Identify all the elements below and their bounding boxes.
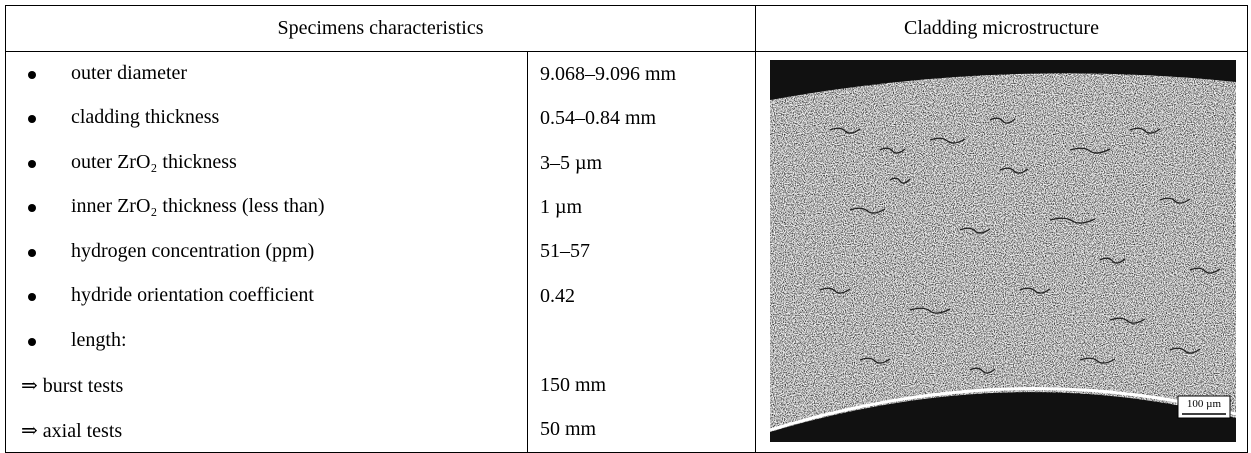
bullet (28, 248, 36, 257)
value: 0.42 (540, 284, 575, 307)
row: outer diameter 9.068–9.096 mm 100 µm (5, 51, 1248, 453)
hydride (1099, 257, 1126, 264)
hydride (1079, 357, 1116, 364)
value: 0.54–0.84 mm (540, 107, 657, 130)
label: outer diameter (71, 62, 188, 84)
hydride (1049, 217, 1096, 224)
bullet (28, 337, 36, 346)
value: 1 µm (540, 196, 583, 219)
label-cell: inner ZrO₂ thickness (less than) (5, 185, 528, 230)
hydride (829, 127, 861, 134)
bullet (28, 204, 36, 213)
hydride (1019, 287, 1051, 294)
hydride (929, 137, 966, 144)
hydride (969, 367, 996, 374)
bullet (28, 71, 36, 79)
header-row: Specimens characteristics Cladding micro… (5, 5, 1248, 52)
value: 9.068–9.096 mm (540, 62, 677, 85)
scale-label: 100 µm (1187, 398, 1222, 410)
row: hydrogen concentration (ppm) 51–57 (5, 229, 1248, 275)
hydride (959, 227, 991, 234)
value-cell: 9.068–9.096 mm (527, 51, 756, 97)
row: cladding thickness 0.54–0.84 mm (5, 96, 1248, 141)
hydride (1159, 197, 1191, 204)
value-cell: 50 mm (527, 407, 756, 453)
value-cell: 150 mm (527, 363, 756, 408)
hydride (859, 357, 891, 364)
label: inner ZrO₂ thickness (less than) (71, 195, 325, 218)
micrograph: 100 µm (769, 60, 1237, 442)
label: cladding thickness (71, 106, 220, 129)
value-cell: 51–57 (527, 229, 756, 275)
hydride (1189, 267, 1221, 274)
label-cell: cladding thickness (5, 96, 528, 141)
hydride (879, 147, 906, 154)
label-cell: outer ZrO₂ thickness (5, 140, 528, 186)
label: outer ZrO₂ thickness (71, 150, 237, 173)
label-cell: outer diameter (5, 51, 528, 97)
grain (770, 60, 1236, 442)
hydride (889, 177, 911, 184)
row: inner ZrO₂ thickness (less than) 1 µm (5, 185, 1248, 230)
hydride (849, 207, 886, 214)
label: length: (71, 328, 127, 351)
hydride (989, 117, 1016, 124)
row: length: (5, 318, 1248, 364)
row: ⇒ burst tests 150 mm (5, 363, 1248, 408)
row: hydride orientation coefficient 0.42 (5, 274, 1248, 319)
inner-void (770, 392, 1236, 442)
value: 150 mm (540, 373, 607, 396)
label: hydrogen concentration (ppm) (71, 239, 315, 262)
row: ⇒ axial tests 50 mm (5, 407, 1248, 453)
hydride (909, 307, 951, 314)
image-cell: 100 µm (755, 51, 1248, 453)
label: ⇒ axial tests (21, 419, 123, 442)
label-cell: ⇒ axial tests (5, 407, 528, 453)
table-body: outer diameter 9.068–9.096 mm 100 µm claddi… (5, 51, 1248, 453)
label-cell: length: (5, 318, 528, 364)
hydride (1129, 127, 1161, 134)
value-cell (527, 318, 756, 364)
header-cell: Cladding microstructure (755, 5, 1248, 52)
hydride (1169, 347, 1201, 354)
hydride (1069, 147, 1111, 154)
label-cell: ⇒ burst tests (5, 363, 528, 408)
hydride (1109, 317, 1146, 324)
value-cell: 0.42 (527, 274, 756, 319)
bullet (28, 115, 36, 124)
hydride (819, 287, 851, 294)
outer-oxide (770, 60, 1236, 100)
label: hydride orientation coefficient (71, 284, 314, 307)
value: 3–5 µm (540, 151, 603, 174)
value: 50 mm (540, 418, 597, 441)
label: ⇒ burst tests (21, 375, 124, 398)
value: 51–57 (540, 240, 590, 263)
hydride (999, 167, 1029, 174)
spec-table: Specimens characteristics Cladding micro… (5, 5, 1248, 453)
value-cell: 1 µm (527, 185, 756, 230)
header-cell: Specimens characteristics (5, 5, 756, 52)
inner-rim (769, 387, 1237, 432)
value-cell: 0.54–0.84 mm (527, 96, 756, 141)
bullet (28, 159, 36, 168)
label-cell: hydrogen concentration (ppm) (5, 229, 528, 275)
label-cell: hydride orientation coefficient (5, 274, 528, 319)
bullet (28, 293, 36, 302)
value-cell: 3–5 µm (527, 140, 756, 186)
row: outer ZrO₂ thickness 3–5 µm (5, 140, 1248, 186)
scale-box (1177, 395, 1231, 419)
